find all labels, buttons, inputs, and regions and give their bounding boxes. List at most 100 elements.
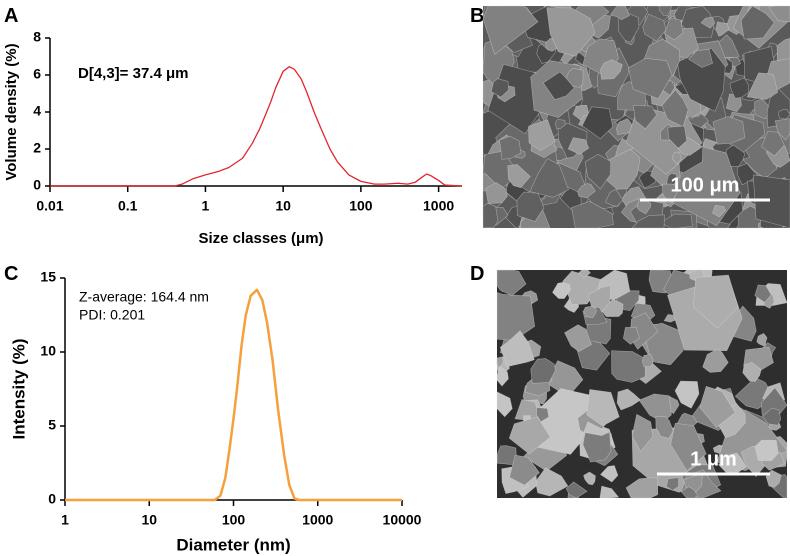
particle — [509, 454, 540, 486]
particle — [715, 21, 730, 37]
particle — [688, 49, 713, 68]
particle — [762, 407, 782, 426]
x-axis-label: Diameter (nm) — [176, 535, 290, 554]
particle — [633, 105, 658, 130]
particle — [729, 77, 749, 99]
particle — [581, 106, 614, 140]
particle — [496, 445, 517, 466]
particle — [496, 269, 527, 297]
sem-image: 100 μm — [482, 5, 790, 229]
particle — [712, 204, 726, 218]
particle — [628, 57, 673, 100]
particle — [659, 5, 672, 16]
x-axis-label: Size classes (μm) — [198, 230, 323, 247]
particle — [664, 17, 684, 41]
x-tick-label: 1 — [202, 198, 210, 214]
particle — [599, 485, 620, 499]
particle — [528, 119, 556, 152]
particle — [618, 13, 640, 43]
y-tick-label: 5 — [48, 417, 56, 433]
particle — [546, 7, 596, 57]
particle — [554, 119, 566, 130]
particle — [508, 416, 551, 455]
particle — [667, 125, 688, 149]
particle — [490, 78, 510, 98]
particle — [631, 214, 665, 229]
particle — [642, 13, 667, 42]
particle — [641, 353, 654, 368]
x-tick-label: 100 — [349, 198, 373, 214]
particle — [752, 174, 790, 229]
data-line — [65, 288, 402, 502]
particle — [616, 388, 641, 411]
particle — [485, 182, 508, 204]
particle — [499, 135, 522, 160]
x-tick-label: 1000 — [423, 198, 454, 214]
particle — [577, 183, 596, 199]
particle — [496, 391, 513, 418]
particle — [530, 358, 556, 384]
particle — [702, 348, 729, 373]
particle — [742, 361, 762, 382]
scale-label: 100 μm — [671, 174, 740, 196]
particle — [676, 47, 726, 112]
particle — [680, 486, 699, 499]
x-tick-label: 1 — [61, 512, 69, 528]
particle — [756, 332, 768, 347]
x-tick-label: 10 — [275, 198, 291, 214]
particle — [674, 380, 700, 409]
particle — [670, 422, 707, 472]
particle — [582, 431, 612, 463]
particle — [754, 284, 772, 303]
annotation: Z-average: 164.4 nm — [79, 289, 209, 305]
y-axis-label: Volume density (%) — [3, 43, 20, 180]
y-tick-label: 10 — [40, 343, 56, 359]
particle — [586, 389, 620, 427]
particle — [583, 471, 596, 486]
particle — [584, 153, 611, 190]
x-tick-label: 0.01 — [36, 198, 63, 214]
particle — [625, 476, 659, 499]
particle — [671, 151, 682, 165]
x-tick-label: 0.1 — [118, 198, 138, 214]
particle — [496, 365, 509, 387]
particle — [529, 158, 569, 198]
particle — [583, 305, 597, 318]
panel-label: A — [4, 5, 18, 27]
panel-label: B — [470, 5, 484, 27]
y-tick-label: 0 — [33, 177, 41, 193]
particle — [482, 202, 499, 229]
y-tick-label: 15 — [40, 269, 56, 285]
data-line — [50, 66, 463, 187]
annotation: PDI: 0.201 — [79, 307, 145, 323]
scale-label: 1 μm — [690, 448, 737, 470]
particle — [600, 59, 623, 80]
particle — [552, 282, 571, 299]
particle — [740, 5, 775, 40]
particle — [605, 188, 624, 207]
annotation: D[4,3]= 37.4 μm — [78, 65, 188, 82]
particle — [761, 130, 785, 157]
particle — [746, 72, 779, 100]
particle — [600, 465, 619, 483]
y-tick-label: 2 — [33, 140, 41, 156]
y-tick-label: 6 — [33, 66, 41, 82]
particle — [542, 71, 575, 101]
particle — [631, 413, 654, 453]
particle — [778, 108, 790, 120]
particle — [565, 481, 588, 499]
particle — [699, 385, 736, 428]
particle — [601, 298, 624, 317]
particle — [768, 5, 790, 23]
particle — [700, 16, 716, 29]
particle — [482, 5, 539, 55]
particle — [636, 197, 652, 215]
particle — [499, 330, 535, 368]
particle — [662, 183, 679, 204]
particle — [609, 5, 630, 21]
x-tick-label: 100 — [222, 512, 246, 528]
particle — [693, 274, 739, 329]
particle — [507, 164, 531, 188]
particle — [774, 118, 790, 141]
